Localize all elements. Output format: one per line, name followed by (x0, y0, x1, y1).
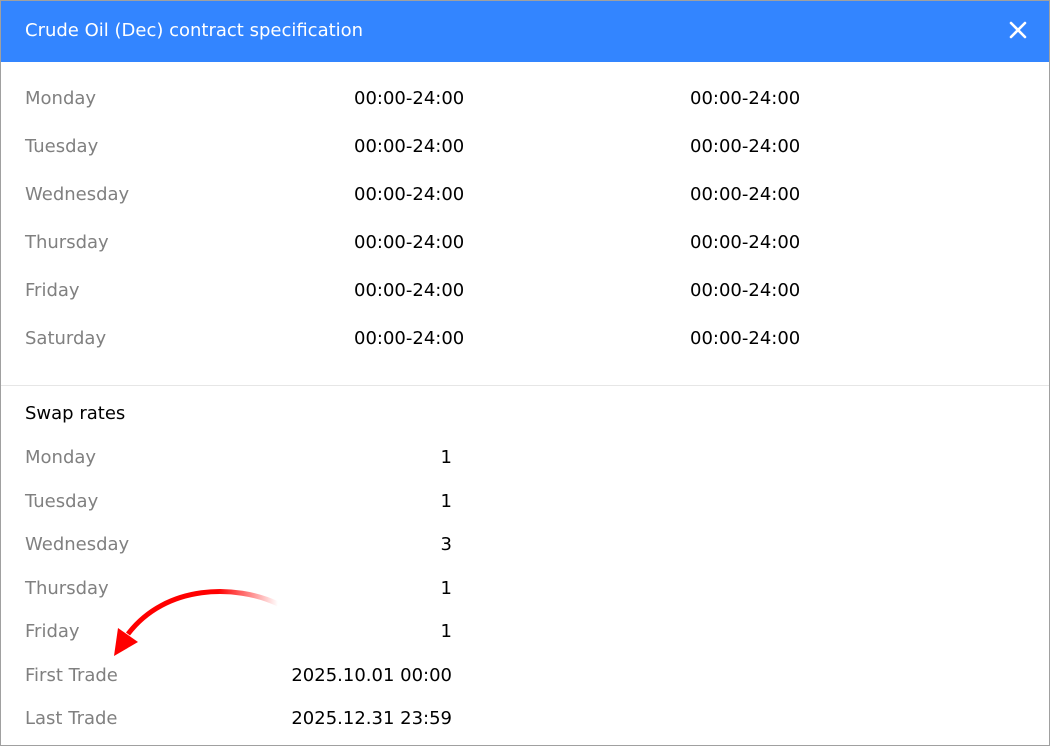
session-row: Tuesday 00:00-24:00 00:00-24:00 (1, 136, 1049, 166)
swap-value: 3 (440, 534, 452, 555)
swap-row: Friday 1 (1, 621, 1049, 651)
annotation-arrow-icon (114, 589, 280, 656)
swap-row: Last Trade 2025.12.31 23:59 (1, 708, 1049, 738)
quotes-session: 00:00-24:00 (354, 88, 465, 109)
quotes-session: 00:00-24:00 (354, 280, 465, 301)
swap-label: Friday (25, 621, 80, 642)
trades-session: 00:00-24:00 (690, 184, 801, 205)
swap-row: Thursday 1 (1, 578, 1049, 608)
trades-session: 00:00-24:00 (690, 232, 801, 253)
quotes-session: 00:00-24:00 (354, 232, 465, 253)
quotes-session: 00:00-24:00 (354, 184, 465, 205)
swap-value: 1 (440, 577, 452, 599)
close-button[interactable] (1003, 15, 1033, 45)
swap-value: 1 (440, 490, 452, 512)
swap-row: Monday 1 (1, 447, 1049, 477)
trades-session: 00:00-24:00 (690, 328, 801, 349)
trades-session: 00:00-24:00 (690, 88, 801, 109)
swap-label: Wednesday (25, 534, 130, 555)
swap-value: 1 (440, 621, 452, 642)
session-row: Saturday 00:00-24:00 00:00-24:00 (1, 328, 1049, 358)
session-row: Wednesday 00:00-24:00 00:00-24:00 (1, 184, 1049, 214)
close-icon (1009, 21, 1027, 39)
swap-row: Wednesday 3 (1, 534, 1049, 564)
quotes-session: 00:00-24:00 (354, 136, 465, 157)
session-row: Thursday 00:00-24:00 00:00-24:00 (1, 232, 1049, 262)
swap-row: First Trade 2025.10.01 00:00 (1, 665, 1049, 695)
trades-session: 00:00-24:00 (690, 280, 801, 301)
swap-row: Tuesday 1 (1, 491, 1049, 521)
swap-label: Monday (25, 447, 97, 468)
swap-value: 1 (440, 447, 452, 468)
swap-label: First Trade (25, 664, 118, 686)
swap-label: Last Trade (25, 708, 118, 729)
swap-label: Thursday (25, 577, 109, 599)
day-label: Friday (25, 280, 80, 301)
dialog-title: Crude Oil (Dec) contract specification (25, 20, 364, 41)
day-label: Tuesday (25, 136, 99, 157)
swap-value: 2025.10.01 00:00 (291, 664, 452, 686)
trades-session: 00:00-24:00 (690, 136, 801, 157)
swap-value: 2025.12.31 23:59 (291, 708, 452, 729)
day-label: Saturday (25, 328, 107, 349)
quotes-session: 00:00-24:00 (354, 328, 465, 349)
day-label: Thursday (25, 232, 109, 253)
title-bar: Crude Oil (Dec) contract specification (1, 1, 1049, 62)
swap-rates-heading: Swap rates (25, 403, 126, 424)
day-label: Monday (25, 88, 97, 109)
swap-label: Tuesday (25, 490, 99, 512)
section-divider (1, 385, 1049, 386)
session-row: Friday 00:00-24:00 00:00-24:00 (1, 280, 1049, 310)
day-label: Wednesday (25, 184, 130, 205)
session-row: Monday 00:00-24:00 00:00-24:00 (1, 88, 1049, 118)
